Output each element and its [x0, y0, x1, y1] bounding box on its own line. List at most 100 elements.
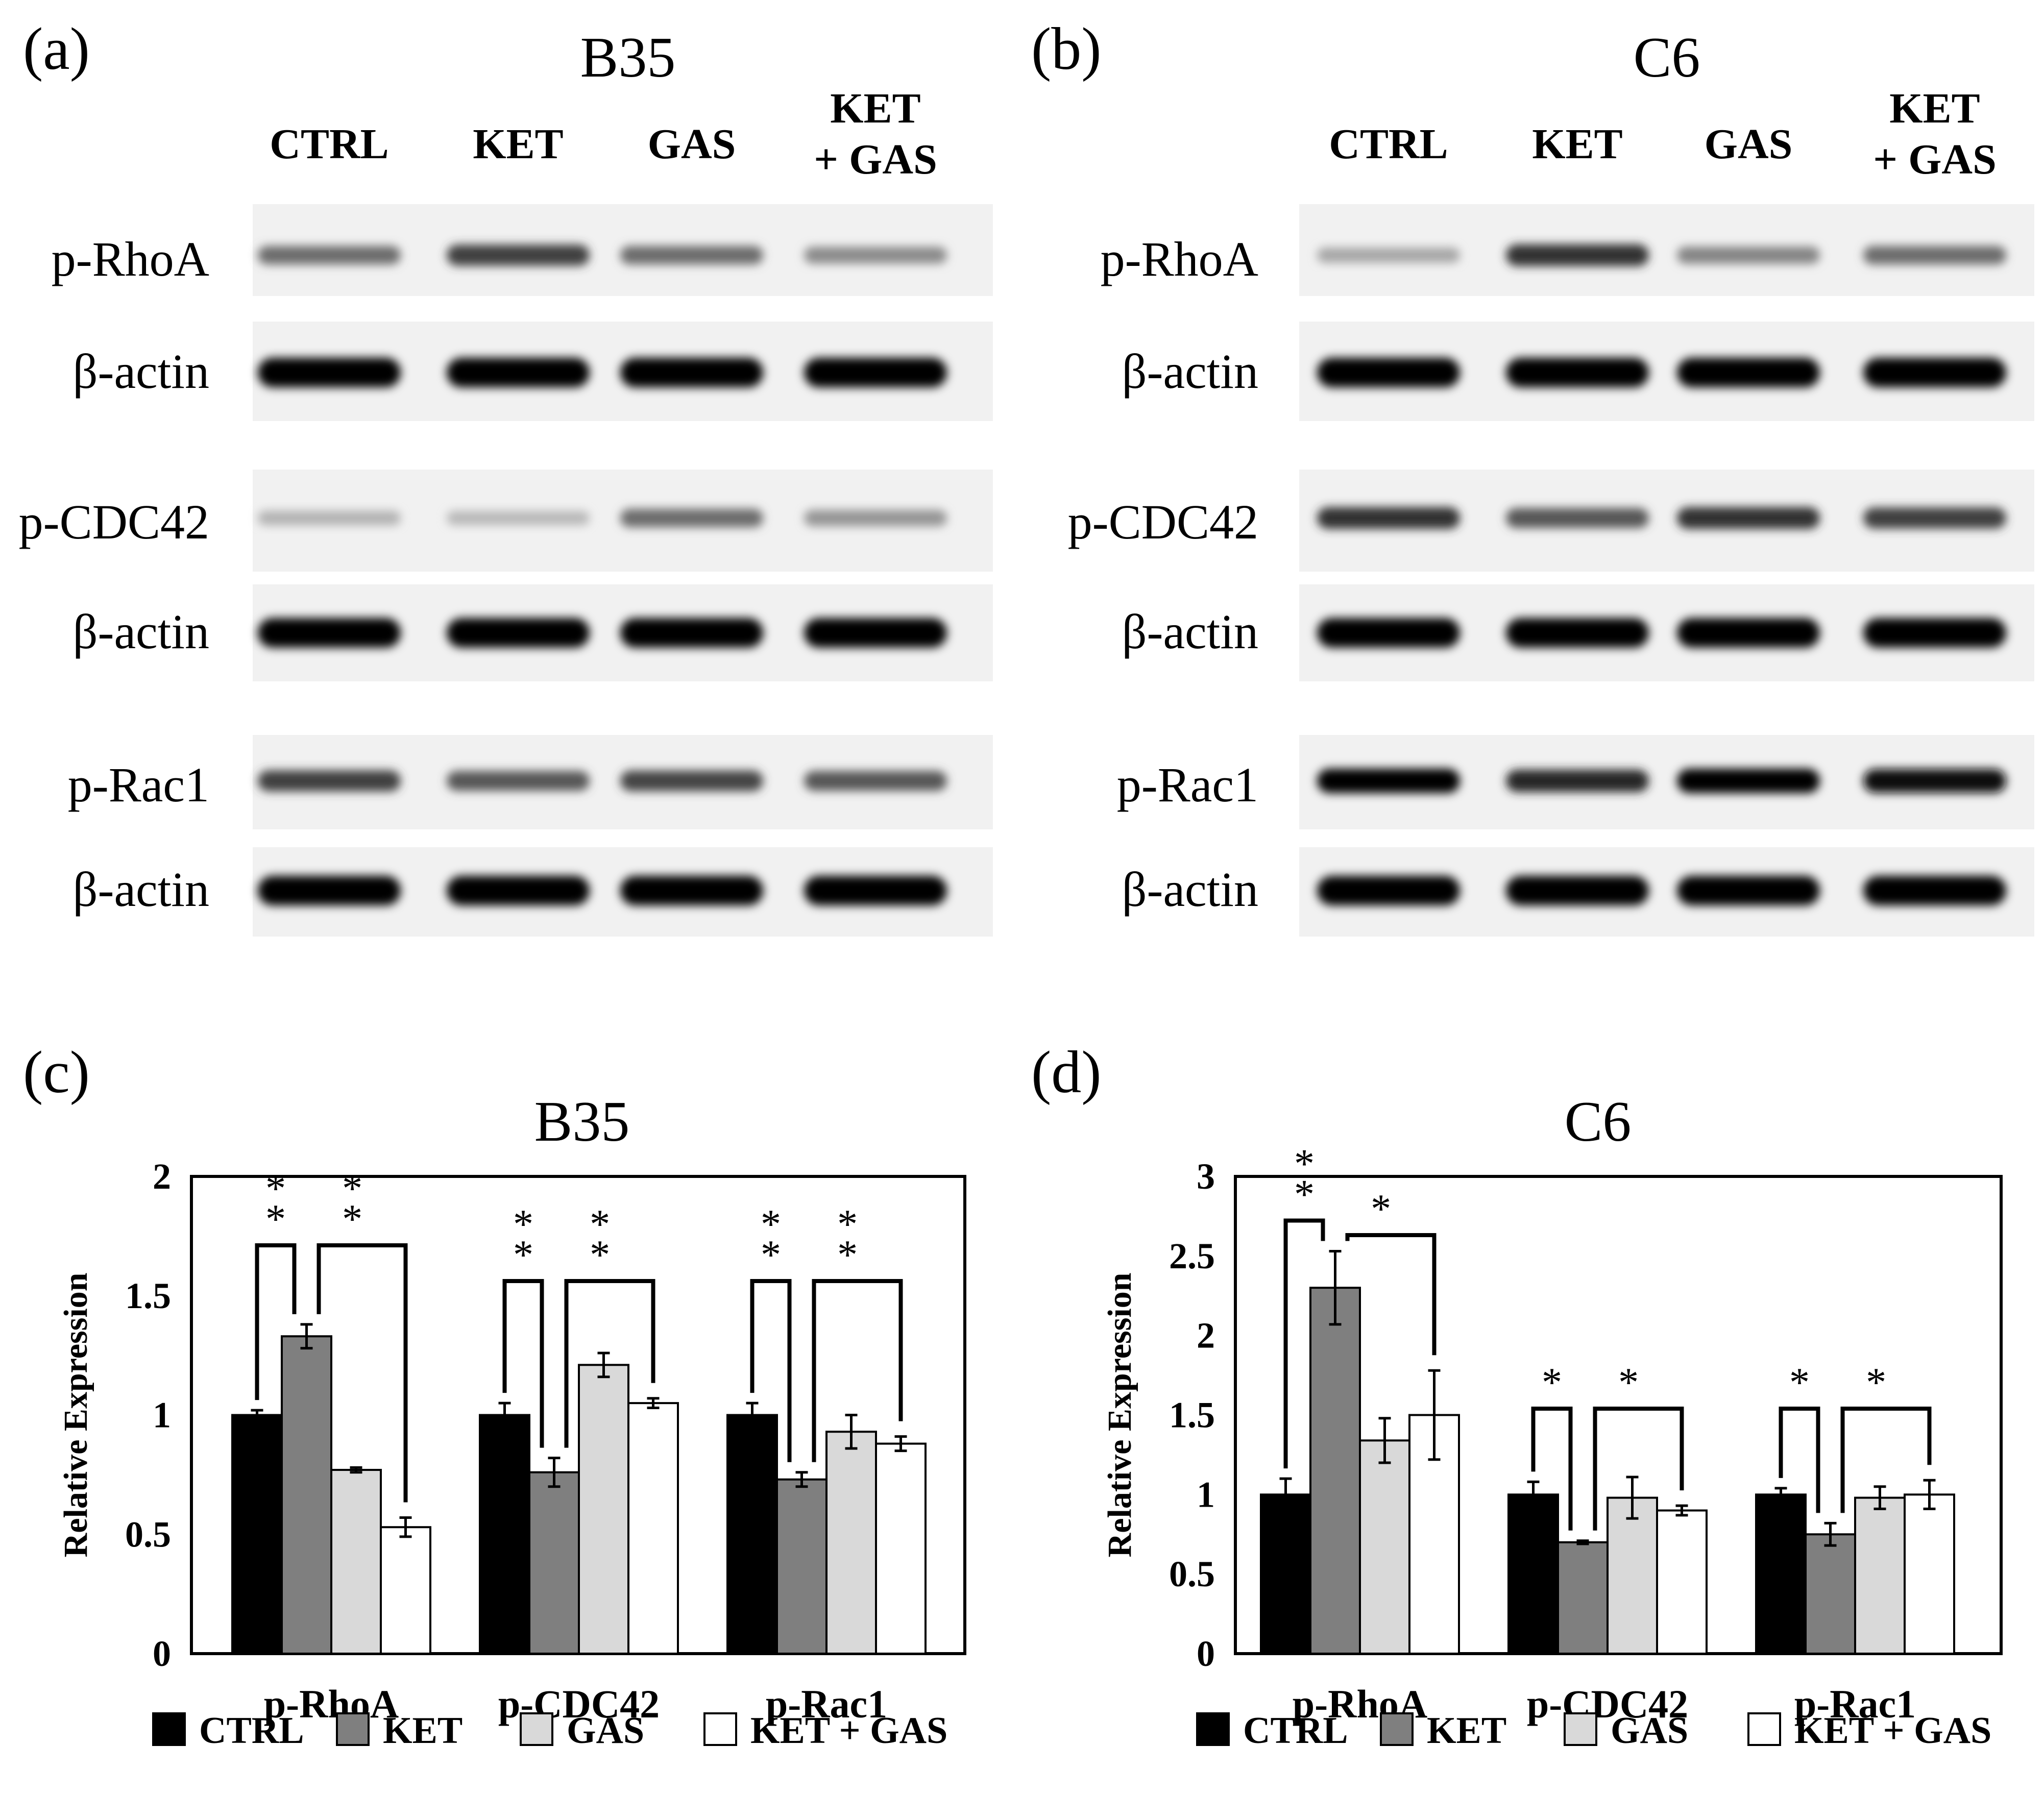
panel-b-title: C6 — [1634, 26, 1700, 89]
blot-band-1-1 — [447, 358, 590, 387]
bar-p-rac1-ket-gas — [1904, 1493, 1955, 1655]
significance-mark: * — [761, 1202, 781, 1247]
y-tick-label: 0 — [1197, 1633, 1215, 1674]
significance-bracket-ket-combo — [564, 1279, 655, 1448]
lane-label-ket-gas-line2: + GAS — [1873, 136, 1997, 183]
bar-p-rhoa-ctrl — [1260, 1493, 1311, 1655]
lane-label-ket: KET — [473, 120, 563, 168]
y-tick-label: 2.5 — [1169, 1236, 1215, 1276]
blot-band-1-0 — [1317, 358, 1460, 387]
lane-label-gas: GAS — [648, 120, 736, 168]
significance-mark: * — [590, 1233, 610, 1277]
bar-p-cdc42-ctrl — [1507, 1493, 1559, 1655]
significance-bracket-ctrl-ket — [1283, 1218, 1325, 1469]
blot-band-4-0 — [258, 770, 401, 792]
blot-band-1-2 — [620, 358, 763, 387]
blot-band-3-3 — [1863, 618, 2006, 648]
blot-band-5-2 — [620, 876, 763, 905]
lane-label-ctrl: CTRL — [1329, 120, 1448, 168]
legend-label-ket-gas: KET + GAS — [750, 1710, 947, 1752]
panel-b-label: (b) — [1031, 15, 1102, 82]
legend-label-ket: KET — [1427, 1710, 1506, 1752]
legend-label-ctrl: CTRL — [199, 1710, 304, 1752]
significance-mark: * — [265, 1166, 286, 1211]
blot-band-3-3 — [804, 618, 947, 648]
bar-p-rac1-ket-gas — [875, 1442, 927, 1655]
row-label-p-rac1-4: p-Rac1 — [1117, 757, 1258, 812]
legend-swatch-ket-gas — [703, 1712, 737, 1746]
blot-band-5-3 — [804, 876, 947, 905]
blot-band-2-3 — [1863, 507, 2006, 529]
blot-band-2-0 — [258, 510, 401, 526]
legend-label-ctrl: CTRL — [1243, 1710, 1348, 1752]
row-label-actin-5: β-actin — [73, 862, 209, 917]
bar-p-cdc42-gas — [1607, 1496, 1658, 1655]
y-tick-label: 1 — [153, 1395, 171, 1436]
significance-bracket-ket-combo — [812, 1279, 903, 1462]
x-category-label-p-cdc42: p-CDC42 — [1527, 1682, 1688, 1726]
blot-band-4-3 — [1863, 769, 2006, 793]
row-label-actin-1: β-actin — [1122, 344, 1258, 399]
bar-p-rac1-ctrl — [1755, 1493, 1807, 1655]
legend-label-gas: GAS — [1611, 1710, 1688, 1752]
lane-label-ctrl: CTRL — [270, 120, 388, 168]
blot-band-0-1 — [447, 244, 590, 266]
panel-a-title: B35 — [580, 26, 676, 89]
y-tick-label: 1.5 — [1169, 1395, 1215, 1436]
blot-band-0-2 — [1677, 247, 1820, 264]
y-axis-label: Relative Expression — [57, 1273, 94, 1558]
blot-band-0-2 — [620, 245, 763, 265]
significance-mark: * — [513, 1233, 533, 1277]
blot-band-0-3 — [1863, 245, 2006, 265]
blot-band-5-1 — [1506, 876, 1649, 905]
row-label-p-cdc42-2: p-CDC42 — [19, 495, 209, 549]
lane-label-ket-gas-line1: KET — [1889, 85, 1980, 132]
y-tick-label: 1.5 — [125, 1275, 171, 1316]
blot-band-0-0 — [1317, 248, 1460, 263]
legend-swatch-gas — [520, 1712, 553, 1746]
y-tick-label: 0.5 — [125, 1514, 171, 1555]
y-axis-label: Relative Expression — [1101, 1273, 1138, 1558]
bar-p-rhoa-gas — [1359, 1439, 1410, 1655]
row-label-actin-3: β-actin — [1122, 604, 1258, 659]
bar-p-rhoa-ctrl — [231, 1414, 283, 1655]
row-label-p-cdc42-2: p-CDC42 — [1068, 495, 1258, 549]
bar-p-cdc42-ket — [528, 1471, 580, 1655]
significance-mark: * — [513, 1202, 533, 1247]
significance-mark: * — [761, 1233, 781, 1277]
blot-band-4-0 — [1317, 769, 1460, 793]
legend-label-gas: GAS — [567, 1710, 644, 1752]
bar-p-rac1-ket — [776, 1478, 828, 1655]
blot-band-3-1 — [1506, 618, 1649, 648]
blot-band-1-1 — [1506, 358, 1649, 387]
blot-band-4-1 — [1506, 769, 1649, 793]
blot-band-5-0 — [258, 876, 401, 905]
row-label-p-rac1-4: p-Rac1 — [68, 757, 209, 812]
blot-band-4-2 — [620, 770, 763, 792]
y-tick-label: 2 — [153, 1156, 171, 1197]
blot-band-1-3 — [1863, 358, 2006, 387]
panel-d-title: C6 — [1565, 1090, 1632, 1153]
bar-p-rhoa-ket — [1309, 1287, 1361, 1655]
blot-band-4-2 — [1677, 769, 1820, 793]
panel-d-label: (d) — [1031, 1039, 1102, 1105]
bar-p-rac1-gas — [1854, 1496, 1906, 1655]
significance-mark: * — [1294, 1141, 1315, 1186]
lane-label-ket: KET — [1532, 120, 1622, 168]
significance-mark: * — [1542, 1360, 1562, 1405]
blot-band-5-1 — [447, 876, 590, 905]
significance-bracket-ket-combo — [1345, 1233, 1437, 1356]
blot-band-3-2 — [620, 618, 763, 648]
blot-band-3-0 — [258, 618, 401, 648]
bar-p-rac1-ket — [1805, 1533, 1856, 1655]
significance-mark: * — [342, 1166, 362, 1211]
significance-mark: * — [590, 1202, 610, 1247]
bar-p-rac1-ctrl — [726, 1414, 778, 1655]
blot-band-3-1 — [447, 618, 590, 648]
legend-swatch-ctrl — [152, 1712, 186, 1746]
blot-band-2-0 — [1317, 507, 1460, 529]
